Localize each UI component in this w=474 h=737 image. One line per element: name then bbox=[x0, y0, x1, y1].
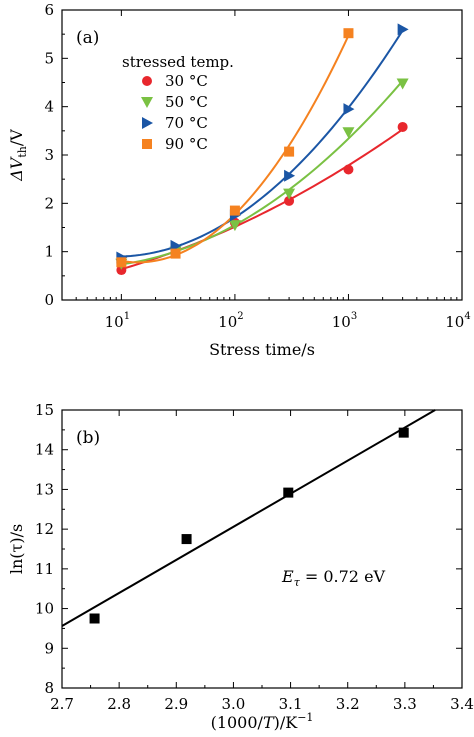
axis-ticks-a: 0 1 2 3 4 5 6 101 102 103 104 bbox=[44, 1, 470, 331]
x-tick-label-b: 2.8 bbox=[107, 695, 131, 713]
legend-label-2: 50 °C bbox=[165, 93, 208, 111]
y-tick-label-b: 9 bbox=[44, 639, 54, 657]
legend-marker-2 bbox=[141, 97, 153, 108]
data-point-series-4 bbox=[229, 205, 240, 216]
y-tick-label-b: 13 bbox=[35, 480, 54, 498]
y-tick-label-b: 14 bbox=[35, 441, 54, 459]
x-axis-title-a: Stress time/s bbox=[209, 340, 315, 359]
data-point-series-2 bbox=[342, 127, 355, 139]
fit-curve-series-3 bbox=[121, 29, 404, 258]
x-tick-label-a: 102 bbox=[218, 311, 243, 331]
data-point-b bbox=[181, 534, 192, 545]
data-point-series-1 bbox=[116, 265, 127, 276]
x-tick-label-a: 104 bbox=[445, 311, 470, 331]
data-point-series-2 bbox=[228, 220, 241, 232]
y-axis-title-a: ΔVth/V bbox=[7, 129, 29, 182]
data-point-b bbox=[283, 487, 294, 498]
legend: 30 °C 50 °C 70 °C 90 °C bbox=[141, 72, 208, 153]
activation-energy-annotation: Eτ = 0.72 eV bbox=[281, 567, 386, 589]
y-tick-label-a: 6 bbox=[44, 1, 54, 19]
x-tick-label-b: 3.4 bbox=[450, 695, 474, 713]
data-point-series-4 bbox=[170, 248, 181, 259]
y-tick-label-a: 5 bbox=[44, 49, 54, 67]
x-axis-title-b-post: )/K bbox=[274, 713, 299, 732]
legend-marker-1 bbox=[142, 76, 152, 86]
data-point-series-1 bbox=[397, 121, 408, 132]
y-tick-label-a: 3 bbox=[44, 146, 54, 164]
x-tick-label-a: 101 bbox=[105, 311, 130, 331]
y-tick-label-b: 11 bbox=[35, 560, 54, 578]
data-point-series-3 bbox=[284, 169, 296, 182]
panel-label-b: (b) bbox=[76, 428, 100, 448]
data-point-series-4 bbox=[284, 146, 295, 157]
data-point-series-3 bbox=[397, 23, 409, 36]
legend-title: stressed temp. bbox=[122, 53, 234, 71]
x-tick-label-a: 103 bbox=[332, 311, 357, 331]
legend-label-4: 90 °C bbox=[165, 135, 208, 153]
y-tick-label-a: 4 bbox=[44, 98, 54, 116]
y-tick-label-a: 2 bbox=[44, 194, 54, 212]
x-tick-label-b: 2.7 bbox=[50, 695, 74, 713]
x-tick-label-b: 3.1 bbox=[279, 695, 303, 713]
x-axis-title-b-sup: −1 bbox=[297, 711, 313, 724]
y-tick-label-a: 1 bbox=[44, 243, 54, 261]
plot-frame-b bbox=[61, 409, 463, 689]
y-axis-title-a-sub: th bbox=[16, 146, 29, 158]
panel-label-a: (a) bbox=[76, 28, 99, 48]
panel-a: 0 1 2 3 4 5 6 101 102 103 104 (a) stressed temp. 3… bbox=[7, 1, 471, 359]
x-axis-title-b-pre: (1000/ bbox=[211, 713, 264, 732]
annotation-var: E bbox=[281, 567, 294, 586]
x-axis-title-b: (1000/T)/K−1 bbox=[211, 711, 314, 732]
x-axis-title-b-var: T bbox=[263, 713, 275, 732]
y-tick-label-a: 0 bbox=[44, 291, 54, 309]
x-tick-label-b: 3.0 bbox=[221, 695, 245, 713]
annotation-rest: = 0.72 eV bbox=[300, 567, 386, 586]
y-tick-label-b: 15 bbox=[35, 401, 54, 419]
arrhenius-fit-line bbox=[61, 409, 436, 627]
x-tick-label-b: 3.3 bbox=[393, 695, 417, 713]
y-axis-title-a-main: ΔV bbox=[7, 156, 26, 182]
data-point-b bbox=[398, 427, 409, 438]
fit-curve-series-2 bbox=[121, 80, 404, 266]
data-point-series-3 bbox=[343, 103, 355, 116]
x-tick-label-b: 3.2 bbox=[336, 695, 360, 713]
y-tick-label-b: 10 bbox=[35, 600, 54, 618]
annotation-sub: τ bbox=[294, 576, 301, 589]
data-point-series-4 bbox=[116, 257, 127, 268]
axis-ticks-b: 8 9 10 11 12 13 14 15 2.7 2.8 2.9 3.0 3.1 3.2 3.3 3.4 bbox=[35, 401, 474, 713]
x-tick-label-b: 2.9 bbox=[164, 695, 188, 713]
y-axis-title-a-unit: /V bbox=[7, 129, 26, 146]
legend-marker-4 bbox=[142, 139, 152, 149]
data-point-series-1 bbox=[343, 164, 354, 175]
data-point-series-2 bbox=[283, 188, 296, 200]
data-points-a bbox=[115, 23, 409, 276]
data-point-series-1 bbox=[284, 195, 295, 206]
fit-curves-a bbox=[121, 29, 404, 271]
legend-label-3: 70 °C bbox=[165, 114, 208, 132]
fit-curve-series-1 bbox=[121, 128, 404, 271]
panel-b: 8 9 10 11 12 13 14 15 2.7 2.8 2.9 3.0 3.1 3.2 3.3 3.4 (… bbox=[7, 401, 474, 732]
data-point-series-4 bbox=[343, 28, 354, 39]
legend-marker-3 bbox=[142, 117, 153, 129]
y-axis-title-b: ln(τ)/s bbox=[7, 524, 26, 574]
y-tick-label-b: 12 bbox=[35, 520, 54, 538]
data-point-b bbox=[89, 613, 100, 624]
data-point-series-2 bbox=[396, 78, 409, 90]
legend-label-1: 30 °C bbox=[165, 72, 208, 90]
data-points-b bbox=[89, 427, 409, 624]
y-tick-label-b: 8 bbox=[44, 679, 54, 697]
fit-line-b bbox=[61, 409, 436, 627]
